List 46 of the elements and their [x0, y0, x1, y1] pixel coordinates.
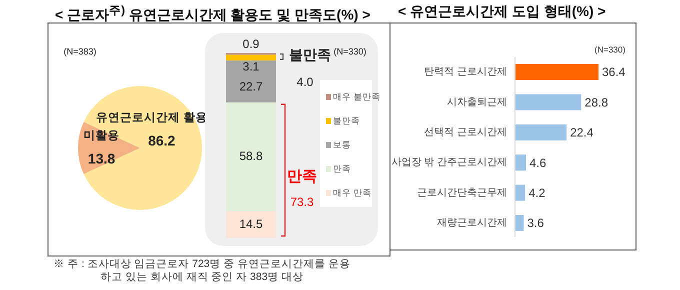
y-tick-label: 선택적 근로시간제: [424, 127, 507, 138]
data-label: 4.2: [528, 186, 546, 200]
bar: [516, 124, 567, 140]
text: 73.3: [290, 195, 314, 210]
data-label: 14.5: [239, 216, 263, 231]
y-tick-label: 시차출퇴근제: [447, 96, 507, 108]
y-tick-label: 탄력적 근로시간제: [424, 66, 507, 78]
data-label: 4.6: [529, 156, 546, 170]
data-label: 0.9: [242, 37, 260, 52]
bar: [516, 215, 524, 231]
data-label: 36.4: [602, 65, 626, 80]
data-label: 86.2: [148, 132, 176, 149]
data-label: 22.4: [570, 126, 594, 140]
y-tick-label: 사업장 밖 간주근로시간제: [391, 157, 507, 168]
bar: [516, 64, 598, 80]
legend-label: 불만족: [333, 115, 360, 126]
bar: [516, 154, 526, 171]
text: 만족: [287, 168, 317, 185]
chart-title: < 근로자$^{주)}$ 유연근로시간제 활용도 및 만족도(%) >: [55, 3, 370, 25]
text: (N=383): [64, 46, 96, 56]
legend-label: 매우 만족: [333, 187, 372, 198]
data-label: 3.1: [242, 60, 260, 74]
slice-label: 미활용: [84, 129, 120, 142]
data-label: 28.8: [584, 95, 608, 110]
legend-label: 만족: [333, 163, 351, 174]
data-label: 58.8: [239, 148, 263, 163]
legend-label: 보통: [333, 139, 351, 150]
text: 4.0: [296, 75, 314, 90]
y-tick-label: 재량근로시간제: [437, 218, 507, 229]
text: 불만족: [289, 46, 331, 63]
text: (N=330): [334, 46, 366, 56]
chart-title: < 유연근로시간제 도입 형태(%) >: [398, 3, 606, 21]
bar: [516, 184, 526, 201]
data-label: 13.8: [88, 150, 116, 167]
text: (N=330): [594, 44, 626, 54]
bar: [516, 94, 582, 110]
bar: [226, 60, 276, 102]
text: ※ 주 : 조사대상 임금근로자 723명 중 유연근로시간제를 운용 하고 있는 회사에 재직 중인 자 383명 대상: [52, 258, 352, 284]
y-tick-label: 근로시간단축근무제: [417, 187, 507, 198]
bar: [226, 54, 276, 60]
slice-label: 유연근로시간제 활용: [96, 111, 208, 124]
bar: [226, 102, 276, 212]
legend-label: 매우 불만족: [333, 91, 380, 102]
data-label: 22.7: [239, 80, 263, 94]
bar: [226, 211, 276, 238]
data-label: 3.6: [527, 216, 544, 230]
